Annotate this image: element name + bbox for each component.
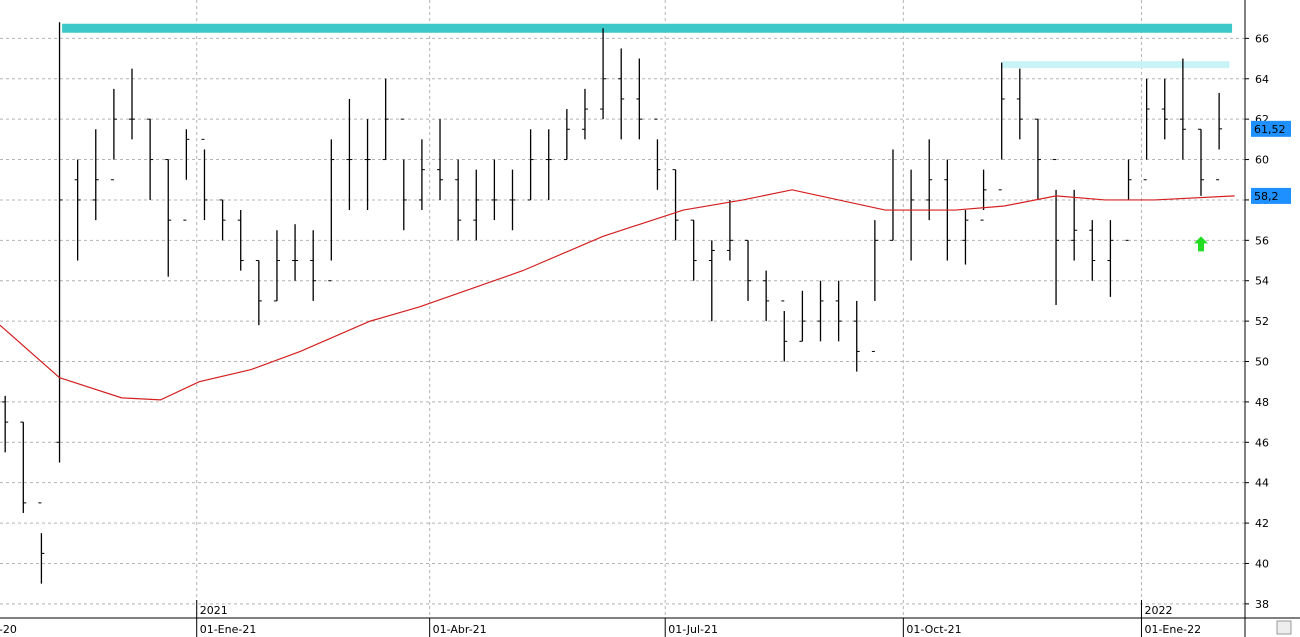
y-tick-label: 46 [1255,436,1269,449]
price-tag [1251,187,1291,204]
price-tag-label: 61,52 [1254,123,1286,136]
year-label: 2022 [1144,604,1172,617]
y-tick-label: 48 [1255,396,1269,409]
y-tick-label: 66 [1255,32,1269,45]
y-tick-label: 64 [1255,73,1269,86]
y-tick-label: 56 [1255,234,1269,247]
x-tick-label: 01-Ene-21 [200,623,257,636]
x-tick-label: 01-Abr-21 [433,623,487,636]
x-tick-label: 01-Ene-22 [1144,623,1201,636]
y-tick-label: 52 [1255,315,1269,328]
corner-icon [1276,620,1292,635]
y-tick-label: 40 [1255,557,1269,570]
x-tick-label: 01-Oct-21 [906,623,961,636]
y-tick-label: 38 [1255,598,1269,611]
price-tag-label: 58,2 [1254,190,1279,203]
moving-average [0,189,1235,401]
year-label: 2021 [200,604,228,617]
y-tick-label: 50 [1255,356,1269,369]
y-tick-label: 54 [1255,275,1269,288]
x-tick-label: 01-Oct-20 [0,623,17,636]
y-tick-label: 42 [1255,517,1269,530]
y-tick-label: 60 [1255,154,1269,167]
y-tick-label: 44 [1255,477,1269,490]
x-tick-label: 01-Jul-21 [668,623,718,636]
price-tag [1251,120,1291,137]
signal-arrow [1193,236,1208,252]
